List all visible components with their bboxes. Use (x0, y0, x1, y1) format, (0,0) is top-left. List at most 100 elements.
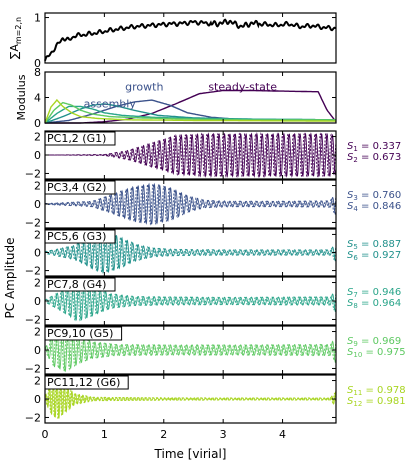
pc-3-4-label: PC3,4 (G2) (47, 181, 106, 194)
stat-value: = 0.964 (358, 298, 401, 309)
pc-5-6-ytick-label: −2 (25, 265, 41, 278)
amplitude-ylabel-subscript: m=2,n (14, 17, 23, 44)
x-tick-label: 4 (279, 428, 286, 441)
stat-subscript: 1 (353, 145, 357, 153)
pc-7-8-stat-7: S7 = 0.946 (347, 287, 401, 299)
stat-symbol: S (347, 190, 354, 201)
amplitude-ylabel: ∑Am=2,n (8, 17, 23, 59)
pc-7-8-stat-8: S8 = 0.964 (347, 298, 401, 310)
stat-value: = 0.887 (358, 239, 401, 250)
stat-subscript: 4 (353, 205, 358, 213)
pc-5-6-stat-6: S6 = 0.927 (347, 250, 401, 262)
amplitude-ytick-label: 0 (34, 57, 41, 70)
panel-frame (44, 276, 337, 326)
pc-5-6-stat-5: S5 = 0.887 (347, 239, 401, 251)
pc-1-2-ytick-label: 2 (34, 131, 41, 144)
stat-symbol: S (347, 347, 354, 358)
stat-symbol: S (347, 239, 354, 250)
pc-9-10-ytick-label: −2 (25, 362, 41, 375)
stat-symbol: S (347, 298, 354, 309)
pc-1-2-ytick-label: 0 (34, 149, 41, 162)
stat-value: = 0.969 (358, 336, 401, 347)
pc-9-10-ytick-label: 0 (34, 344, 41, 357)
pc-7-8-ytick-label: −2 (25, 313, 41, 326)
x-tick-label: 2 (160, 428, 167, 441)
stat-subscript: 5 (353, 243, 357, 251)
x-tick-label: 3 (220, 428, 227, 441)
pc-9-10-stat-10: S10 = 0.975 (347, 347, 406, 359)
stat-subscript: 11 (353, 389, 362, 397)
modulus-series-6 (44, 98, 336, 124)
stat-value: = 0.927 (358, 250, 401, 261)
stat-symbol: S (347, 141, 354, 152)
modulus-ytick-label: 0 (34, 117, 41, 130)
amplitude-ytick-label: 1 (34, 12, 41, 25)
modulus-ytick-label: 8 (34, 66, 41, 79)
pc-7-8-label: PC7,8 (G4) (47, 278, 106, 291)
pc-11-12-ytick-label: 2 (34, 375, 41, 388)
pc-5-6-label: PC5,6 (G3) (47, 230, 106, 243)
stat-subscript: 12 (353, 400, 362, 408)
total-amplitude-line (44, 18, 337, 62)
pc-1-2-component-b (45, 132, 337, 178)
pc-9-10-component-a (44, 328, 337, 373)
stat-symbol: S (347, 287, 354, 298)
pc-3-4-stat-4: S4 = 0.846 (347, 201, 401, 213)
stat-subscript: 7 (353, 291, 357, 299)
stat-symbol: S (347, 201, 354, 212)
panel-frame (44, 12, 337, 64)
pc-11-12-label: PC11,12 (G6) (47, 376, 120, 389)
pc-11-12-ytick-label: 0 (34, 393, 41, 406)
stat-value: = 0.975 (362, 347, 405, 358)
stat-subscript: 3 (353, 194, 357, 202)
stat-subscript: 2 (353, 156, 357, 164)
pc-7-8-ytick-label: 0 (34, 295, 41, 308)
pc-5-6-ytick-label: 2 (34, 228, 41, 241)
pc-3-4-ytick-label: 2 (34, 180, 41, 193)
stat-value: = 0.978 (362, 385, 405, 396)
modulus-series-1 (45, 89, 337, 124)
pc-7-8-ytick-label: 2 (34, 277, 41, 290)
pc-5-6-component-a (44, 230, 337, 274)
pc-5-6-ytick-label: 0 (34, 247, 41, 260)
modulus-ylabel: Modulus (15, 74, 28, 120)
modulus-annotation-1: assembly (84, 98, 137, 111)
pc-11-12-stat-11: S11 = 0.978 (347, 385, 406, 397)
stat-symbol: S (347, 152, 354, 163)
pc-3-4-ytick-label: −2 (25, 216, 41, 229)
shared-ylabel: PC Amplitude (3, 238, 17, 319)
stat-symbol: S (347, 336, 354, 347)
stat-value: = 0.981 (362, 396, 405, 407)
panel-frame (44, 179, 337, 229)
modulus-annotation-3: steady-state (208, 80, 277, 93)
panel-frame (44, 325, 337, 375)
panel-modulus: assembly growth steady-state 0 4 8 Modulus (15, 66, 337, 130)
pc-1-2-ytick-label: −2 (25, 167, 41, 180)
modulus-series-5 (44, 101, 336, 124)
pc-1-2-component-a (45, 132, 337, 178)
stat-value: = 0.946 (358, 287, 401, 298)
stat-value: = 0.673 (358, 152, 401, 163)
pc-11-12-component-b (44, 379, 337, 421)
stat-value: = 0.846 (358, 201, 401, 212)
pc-7-8-component-b (44, 279, 337, 322)
stat-subscript: 8 (353, 302, 357, 310)
panel-frame (44, 374, 337, 424)
panel-total-amplitude: 0 1 ∑Am=2,n (8, 12, 337, 70)
x-tick-label: 1 (101, 428, 108, 441)
pc-3-4-component-a (44, 182, 337, 225)
stat-value: = 0.337 (358, 141, 401, 152)
stat-subscript: 6 (353, 254, 358, 262)
panel-frame (44, 228, 337, 277)
stat-symbol: S (347, 396, 354, 407)
panel-frame (44, 130, 337, 180)
stat-value: = 0.760 (358, 190, 401, 201)
stat-symbol: S (347, 250, 354, 261)
